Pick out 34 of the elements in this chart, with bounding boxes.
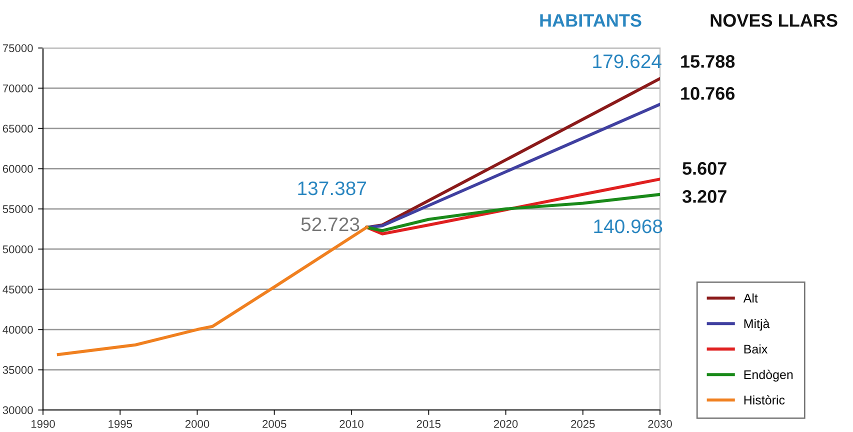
x-tick-label: 2000 bbox=[185, 420, 210, 428]
y-tick-label: 65000 bbox=[2, 124, 33, 133]
text: HABITANTS bbox=[540, 14, 642, 27]
legend-label: Endògen bbox=[744, 370, 793, 382]
y-tick-label: 35000 bbox=[2, 366, 33, 374]
annotation: 179.624 bbox=[593, 54, 662, 68]
x-tick-label: 2020 bbox=[494, 420, 518, 428]
annotation: 52.723 bbox=[301, 217, 360, 232]
annotation: 137.387 bbox=[298, 181, 366, 196]
text: 3.207 bbox=[682, 190, 726, 203]
legend-label: Històric bbox=[744, 395, 785, 405]
x-tick-label: 1990 bbox=[31, 420, 55, 428]
y-tick-label: 30000 bbox=[2, 406, 33, 414]
x-tick-label: 1995 bbox=[108, 420, 132, 428]
y-tick-label: 40000 bbox=[2, 326, 33, 334]
legend-label: Alt bbox=[743, 293, 758, 303]
legend-label: Mitjà bbox=[744, 318, 770, 331]
legend-label: Baix bbox=[744, 344, 768, 354]
y-tick-label: 50000 bbox=[2, 245, 33, 254]
y-tick-label: 70000 bbox=[2, 84, 33, 92]
y-tick-label: 55000 bbox=[2, 205, 33, 214]
y-tick-label: 60000 bbox=[2, 164, 33, 173]
y-tick-label: 75000 bbox=[2, 44, 33, 52]
x-tick-label: 2010 bbox=[340, 420, 364, 428]
x-tick-label: 2015 bbox=[416, 420, 441, 428]
text: 5.607 bbox=[682, 162, 726, 175]
text: NOVES LLARS bbox=[710, 14, 838, 27]
annotation: 140.968 bbox=[594, 219, 662, 234]
x-tick-label: 2030 bbox=[648, 420, 672, 428]
x-tick-label: 2025 bbox=[571, 420, 595, 428]
text: 15.788 bbox=[681, 55, 735, 68]
text: 10.766 bbox=[681, 87, 735, 100]
y-tick-label: 45000 bbox=[2, 286, 33, 294]
x-tick-label: 2005 bbox=[262, 420, 286, 428]
